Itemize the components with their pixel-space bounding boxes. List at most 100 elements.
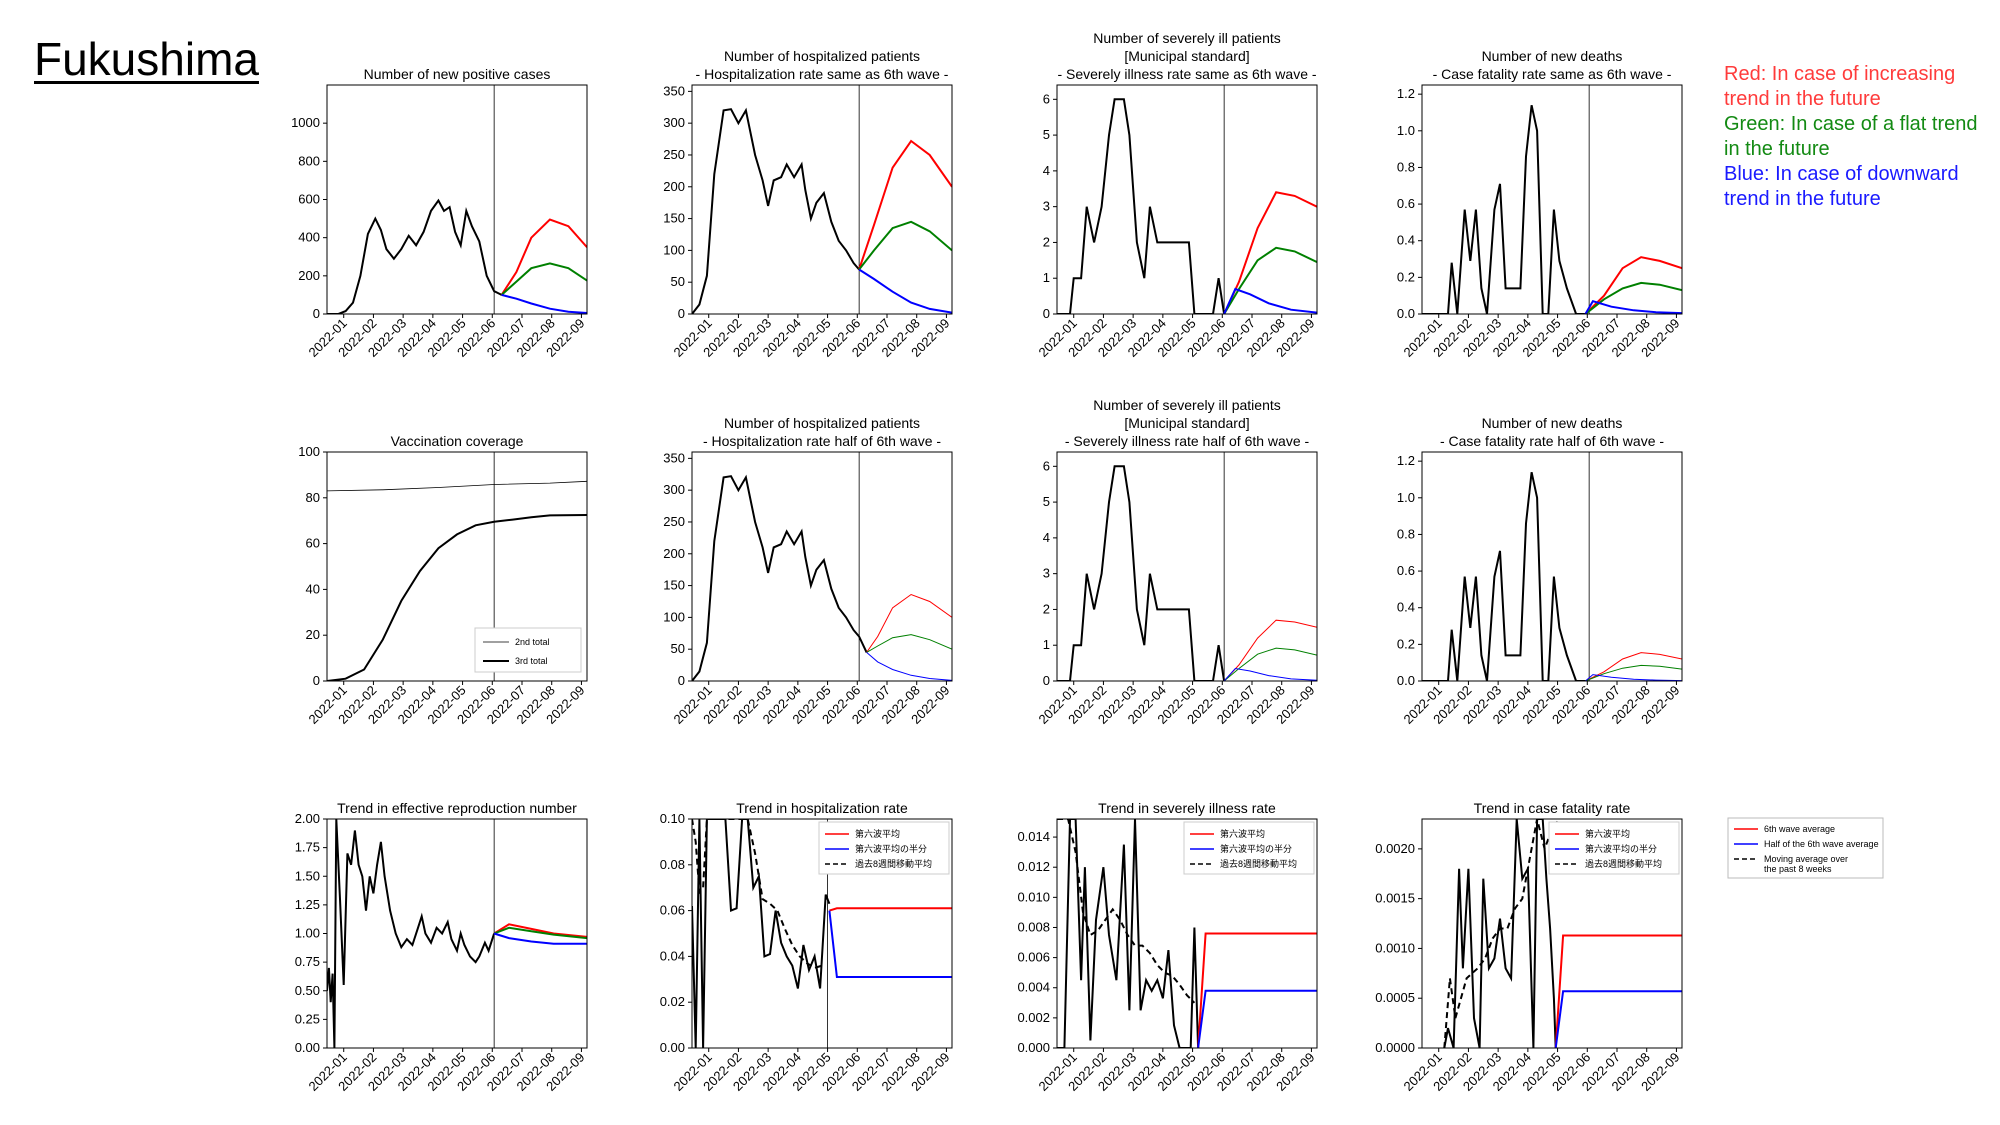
legend-label: 第六波平均の半分 <box>855 843 927 854</box>
y-tick-label: 0 <box>313 306 320 321</box>
chart-title: Number of new positive cases <box>364 66 551 82</box>
y-tick-label: 0.008 <box>1017 919 1050 934</box>
y-tick-label: 1.00 <box>295 926 320 941</box>
y-tick-label: 100 <box>663 609 685 624</box>
chart-title: Number of hospitalized patients <box>724 48 920 64</box>
page-title: Fukushima <box>34 33 259 85</box>
y-tick-label: 100 <box>298 444 320 459</box>
chart-title: Number of new deaths <box>1482 48 1623 64</box>
legend-box <box>474 627 582 673</box>
legend-label: 3rd total <box>515 656 548 666</box>
y-tick-label: 0.8 <box>1397 159 1415 174</box>
scenario-flat-line <box>500 262 587 296</box>
observed-line <box>1422 104 1586 314</box>
y-tick-label: 250 <box>663 514 685 529</box>
half-sixth-wave-average-line <box>828 910 952 978</box>
observed-line <box>692 474 868 681</box>
y-tick-label: 0.8 <box>1397 526 1415 541</box>
y-tick-label: 1 <box>1043 270 1050 285</box>
y-tick-label: 250 <box>663 147 685 162</box>
chart-severerate: Trend in severely illness rate 0.000 0.002… <box>1017 800 1317 1094</box>
chart-title: Trend in hospitalization rate <box>736 800 908 816</box>
scenario-decrease-line <box>493 932 587 945</box>
y-tick-label: 0.25 <box>295 1011 320 1026</box>
legend-label: 過去8週間移動平均 <box>855 858 932 869</box>
y-tick-label: 0 <box>678 306 685 321</box>
legend-box <box>1183 821 1315 875</box>
y-tick-label: 1 <box>1043 637 1050 652</box>
y-tick-label: 350 <box>663 450 685 465</box>
y-tick-label: 4 <box>1043 530 1050 545</box>
y-tick-label: 0 <box>313 673 320 688</box>
y-tick-label: 0.06 <box>660 903 685 918</box>
chart-title: - Severely illness rate same as 6th wave… <box>1057 66 1316 82</box>
bottom-legend: 6th wave average Half of the 6th wave ave… <box>1727 817 1884 879</box>
chart-title: - Case fatality rate same as 6th wave - <box>1433 66 1672 82</box>
y-tick-label: 100 <box>663 242 685 257</box>
y-tick-label: 300 <box>663 482 685 497</box>
chart-title: Trend in effective reproduction number <box>337 800 577 816</box>
legend-label: 2nd total <box>515 637 550 647</box>
y-tick-label: 0 <box>1043 306 1050 321</box>
scenario-legend: Red: In case of increasing trend in the … <box>1724 62 1994 212</box>
observed-line <box>1057 819 1200 1048</box>
y-tick-label: 4 <box>1043 163 1050 178</box>
y-tick-label: 5 <box>1043 494 1050 509</box>
legend-label: 過去8週間移動平均 <box>1220 858 1297 869</box>
y-tick-label: 1.0 <box>1397 123 1415 138</box>
y-tick-label: 350 <box>663 83 685 98</box>
scenario-flat-line <box>866 634 952 653</box>
y-tick-label: 1.50 <box>295 868 320 883</box>
chart-vaccination: Vaccination coverage0204060801002022-012… <box>298 433 587 727</box>
y-tick-label: 6 <box>1043 458 1050 473</box>
scenario-flat-line <box>493 926 587 940</box>
chart-title: Vaccination coverage <box>391 433 524 449</box>
chart-title: Number of severely ill patients <box>1093 30 1281 46</box>
y-tick-label: 0.02 <box>660 994 685 1009</box>
y-tick-label: 0.0 <box>1397 673 1415 688</box>
legend-box <box>1548 821 1680 875</box>
scenario-increase-line <box>1584 256 1682 314</box>
half-sixth-wave-average-line <box>1554 990 1682 1048</box>
y-tick-label: 200 <box>298 268 320 283</box>
observed-line <box>327 819 496 1048</box>
y-tick-label: 3 <box>1043 199 1050 214</box>
y-tick-label: 60 <box>306 536 320 551</box>
y-tick-label: 1.2 <box>1397 86 1415 101</box>
observed-line <box>1057 465 1226 681</box>
scenario-decrease-line <box>1585 674 1682 681</box>
legend-box <box>1727 817 1884 879</box>
y-tick-label: 800 <box>298 153 320 168</box>
scenario-flat-line <box>858 220 952 271</box>
observed-line <box>1422 471 1586 681</box>
y-tick-label: 300 <box>663 115 685 130</box>
chart-severe1: Number of severely ill patients [Municipa… <box>1035 30 1317 360</box>
legend-increase: Red: In case of increasing trend in the … <box>1724 63 1956 110</box>
y-tick-label: 0.002 <box>1017 1010 1050 1025</box>
y-tick-label: 0.0020 <box>1375 841 1415 856</box>
chart-deaths2: Number of new deaths - Case fatality rate… <box>1397 415 1683 727</box>
y-tick-label: 0.014 <box>1017 829 1050 844</box>
plot-frame <box>326 818 588 1049</box>
y-tick-label: 0.004 <box>1017 980 1050 995</box>
series-2nd-total <box>327 480 587 492</box>
observed-line <box>692 819 831 1048</box>
legend-label: 6th wave average <box>1764 824 1835 834</box>
scenario-increase-line <box>1223 619 1317 681</box>
plot-frame <box>1056 818 1318 1049</box>
scenario-increase-line <box>1223 191 1317 314</box>
scenario-flat-line <box>1585 664 1682 681</box>
y-tick-label: 5 <box>1043 127 1050 142</box>
y-tick-label: 0.10 <box>660 811 685 826</box>
scenario-decrease-line <box>501 293 587 314</box>
plot-frame <box>1056 451 1318 682</box>
chart-hosprate: Trend in hospitalization rate 0.00 0.02 0.0… <box>660 800 953 1094</box>
y-tick-label: 2.00 <box>295 811 320 826</box>
sixth-wave-average-line <box>829 907 952 912</box>
plot-frame <box>326 451 588 682</box>
y-tick-label: 400 <box>298 230 320 245</box>
y-tick-label: 0.08 <box>660 857 685 872</box>
legend-label: 第六波平均 <box>855 828 900 839</box>
moving-average-line <box>692 819 823 969</box>
y-tick-label: 0.2 <box>1397 269 1415 284</box>
